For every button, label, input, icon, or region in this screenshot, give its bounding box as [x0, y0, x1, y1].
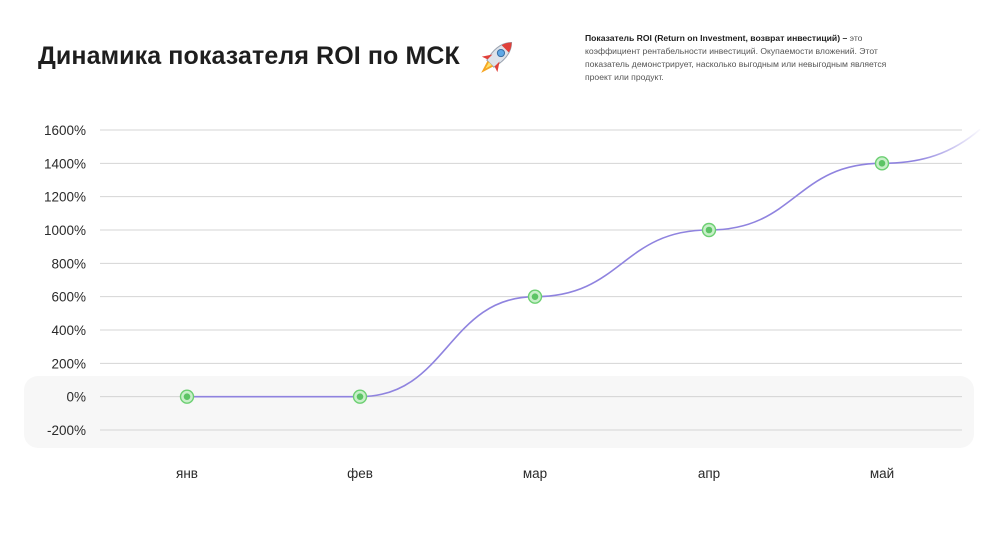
- y-tick-label: 200%: [51, 356, 86, 371]
- y-tick-label: 1600%: [44, 123, 86, 138]
- y-tick-label: 400%: [51, 323, 86, 338]
- y-tick-label: -200%: [47, 423, 86, 438]
- data-point: [352, 389, 368, 404]
- y-axis-ticks: 1600% 1400% 1200% 1000% 800% 600% 400% 200% 0% -2…: [44, 123, 86, 438]
- roi-description-text: это коэффициент рентабельности инвестици…: [585, 33, 887, 82]
- y-tick-label: 1200%: [44, 190, 86, 205]
- y-tick-label: 600%: [51, 290, 86, 305]
- data-points: [179, 156, 890, 404]
- data-point: [527, 289, 543, 304]
- data-point: [179, 389, 195, 404]
- data-point: [874, 156, 890, 171]
- zero-band-background: [24, 376, 974, 448]
- grid-lines: [100, 129, 962, 431]
- y-tick-label: 800%: [51, 256, 86, 271]
- y-tick-label: 1000%: [44, 223, 86, 238]
- roi-description: Показатель ROI (Return on Investment, во…: [585, 32, 905, 84]
- x-tick-label: фев: [347, 466, 373, 481]
- chart-title: Динамика показателя ROI по МСК: [38, 42, 460, 70]
- data-point: [701, 222, 717, 238]
- x-tick-label: апр: [698, 466, 720, 481]
- x-tick-label: янв: [176, 466, 198, 481]
- y-tick-label: 0%: [66, 390, 86, 405]
- roi-description-heading: Показатель ROI (Return on Investment, во…: [585, 33, 848, 43]
- x-tick-label: мар: [523, 466, 547, 481]
- rocket-icon: [481, 41, 513, 73]
- x-axis-ticks: янв фев мар апр май: [176, 466, 894, 481]
- x-tick-label: май: [870, 466, 894, 481]
- y-tick-label: 1400%: [44, 156, 86, 171]
